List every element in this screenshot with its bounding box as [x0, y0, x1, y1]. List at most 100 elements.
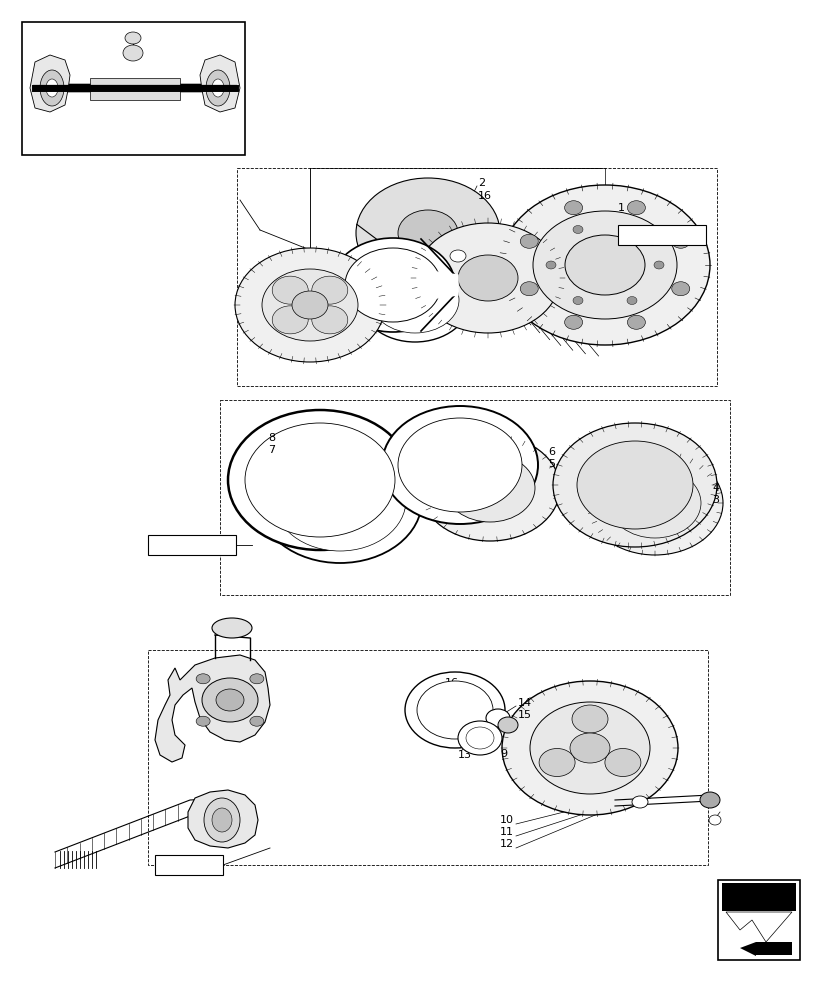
Bar [90, 78, 179, 100]
Ellipse shape [708, 815, 720, 825]
Bar [617, 225, 705, 245]
Ellipse shape [360, 258, 470, 342]
Ellipse shape [626, 225, 636, 233]
Ellipse shape [212, 808, 232, 832]
Ellipse shape [245, 423, 394, 537]
Ellipse shape [457, 255, 518, 301]
Ellipse shape [457, 721, 501, 755]
Ellipse shape [444, 454, 534, 522]
Ellipse shape [216, 689, 244, 711]
Text: 11: 11 [500, 827, 514, 837]
Text: 9: 9 [500, 749, 506, 759]
Polygon shape [30, 55, 70, 112]
Ellipse shape [626, 297, 636, 305]
Ellipse shape [398, 210, 457, 256]
Ellipse shape [202, 678, 258, 722]
Ellipse shape [203, 798, 240, 842]
Ellipse shape [572, 225, 582, 233]
Ellipse shape [533, 211, 676, 319]
Ellipse shape [576, 441, 692, 529]
Ellipse shape [419, 435, 559, 541]
Ellipse shape [497, 717, 518, 733]
Text: 1: 1 [617, 203, 624, 213]
Bar [148, 650, 707, 865]
Ellipse shape [46, 79, 58, 97]
Ellipse shape [671, 234, 689, 248]
Ellipse shape [235, 248, 385, 362]
Ellipse shape [212, 618, 251, 638]
Ellipse shape [123, 45, 143, 61]
Text: 14: 14 [518, 698, 532, 708]
Ellipse shape [125, 32, 141, 44]
Bar [155, 855, 222, 875]
Ellipse shape [605, 748, 640, 776]
Ellipse shape [653, 261, 663, 269]
Text: 3: 3 [711, 495, 718, 505]
Bar [220, 400, 729, 595]
Text: 5: 5 [547, 459, 554, 469]
Text: 6: 6 [547, 447, 554, 457]
Text: PAG. 3: PAG. 3 [158, 860, 192, 870]
Text: 1.40.1/02: 1.40.1/02 [150, 540, 199, 550]
Polygon shape [739, 942, 755, 956]
Ellipse shape [404, 672, 504, 748]
Text: 15: 15 [518, 710, 532, 720]
Ellipse shape [272, 276, 308, 304]
Ellipse shape [501, 681, 677, 815]
Polygon shape [439, 700, 470, 720]
Ellipse shape [417, 681, 492, 739]
Polygon shape [200, 55, 240, 112]
Ellipse shape [545, 261, 555, 269]
Ellipse shape [500, 185, 709, 345]
Ellipse shape [586, 451, 722, 555]
Ellipse shape [40, 70, 64, 106]
Ellipse shape [331, 238, 455, 332]
Polygon shape [755, 942, 791, 955]
Ellipse shape [292, 291, 327, 319]
Ellipse shape [250, 674, 264, 684]
Ellipse shape [356, 178, 500, 288]
Ellipse shape [569, 733, 609, 763]
Text: 8: 8 [268, 433, 275, 443]
Ellipse shape [564, 235, 644, 295]
Ellipse shape [196, 716, 210, 726]
Text: 16: 16 [444, 678, 458, 688]
Ellipse shape [627, 315, 644, 329]
Text: 12: 12 [500, 839, 514, 849]
Text: 13: 13 [457, 750, 471, 760]
Ellipse shape [631, 796, 648, 808]
Bar [717, 880, 799, 960]
Ellipse shape [538, 748, 575, 776]
Bar [148, 535, 236, 555]
Ellipse shape [572, 297, 582, 305]
Ellipse shape [398, 418, 521, 512]
Ellipse shape [312, 306, 347, 334]
Text: 4: 4 [711, 483, 719, 493]
Text: 10: 10 [500, 815, 514, 825]
Ellipse shape [699, 792, 719, 808]
Ellipse shape [345, 248, 441, 322]
Ellipse shape [272, 306, 308, 334]
Ellipse shape [415, 223, 559, 333]
Text: 7: 7 [268, 445, 275, 455]
Ellipse shape [212, 79, 224, 97]
Ellipse shape [609, 468, 700, 538]
Ellipse shape [370, 267, 458, 333]
Ellipse shape [627, 201, 644, 215]
Ellipse shape [564, 315, 582, 329]
Ellipse shape [529, 702, 649, 794]
Ellipse shape [564, 201, 582, 215]
Ellipse shape [274, 449, 405, 551]
Ellipse shape [206, 70, 230, 106]
Ellipse shape [552, 423, 716, 547]
Ellipse shape [227, 410, 412, 550]
Ellipse shape [381, 406, 538, 524]
Ellipse shape [449, 250, 466, 262]
Ellipse shape [261, 269, 357, 341]
Ellipse shape [571, 705, 607, 733]
Polygon shape [188, 790, 258, 848]
Bar [237, 168, 716, 386]
Text: 2: 2 [477, 178, 485, 188]
Ellipse shape [258, 437, 422, 563]
Ellipse shape [485, 709, 509, 727]
